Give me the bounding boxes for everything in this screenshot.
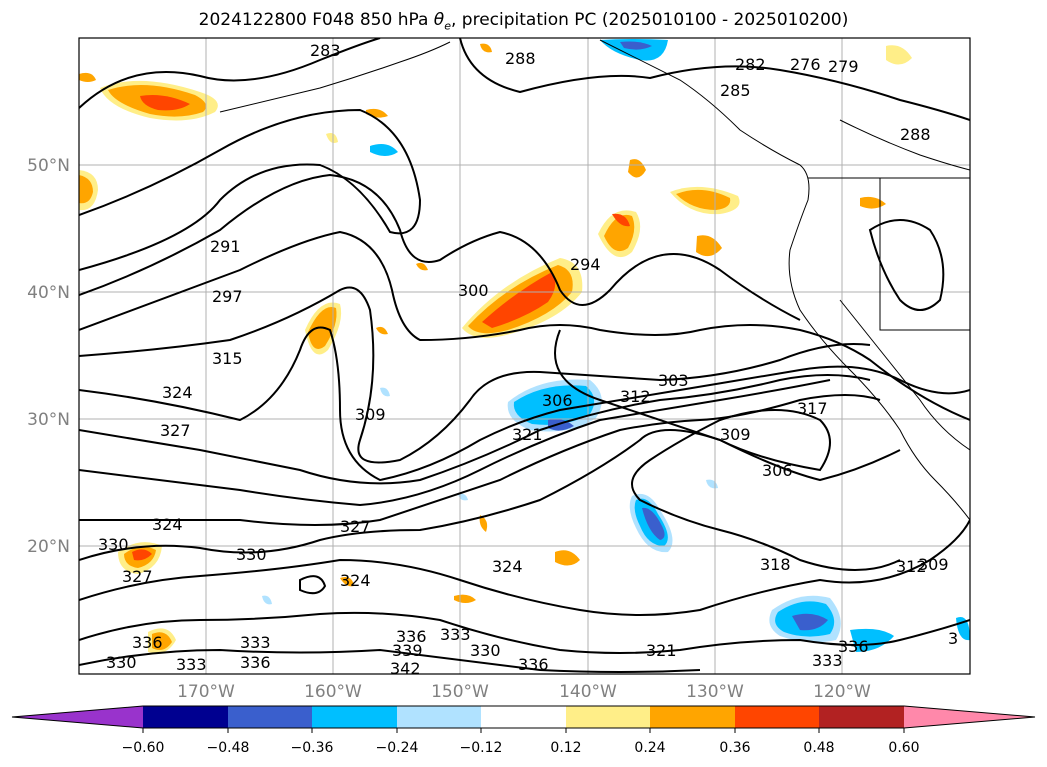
contour-label: 333 xyxy=(240,633,271,652)
contour-label: 324 xyxy=(340,571,371,590)
contour-label: 312 xyxy=(620,387,651,406)
colorbar-segment xyxy=(312,706,397,728)
contour-label: 285 xyxy=(720,81,751,100)
contour-label: 276 xyxy=(790,55,821,74)
contour-label: 336 xyxy=(838,637,869,656)
colorbar-tick-label: −0.36 xyxy=(291,740,334,756)
contour-label: 333 xyxy=(176,655,207,674)
contour-label: 306 xyxy=(762,461,793,480)
contour-label: 309 xyxy=(355,405,386,424)
precipitation-shading xyxy=(79,39,970,654)
colorbar-tick-label: −0.24 xyxy=(376,740,419,756)
lat-tick-label: 50°N xyxy=(27,156,70,176)
contour-label: 3 xyxy=(948,629,958,648)
colorbar-tick-label: 0.24 xyxy=(634,740,665,756)
lon-tick-label: 150°W xyxy=(431,682,489,702)
colorbar-segment xyxy=(735,706,819,728)
contour-label: 330 xyxy=(236,545,267,564)
contour-label: 291 xyxy=(210,237,241,256)
coastlines xyxy=(219,39,970,521)
contour-label: 317 xyxy=(797,399,828,418)
contour-label: 327 xyxy=(160,421,191,440)
contour-label: 309 xyxy=(720,425,751,444)
lat-tick-label: 30°N xyxy=(27,410,70,430)
colorbar-segment xyxy=(481,706,566,728)
map-frame xyxy=(78,37,971,675)
contour-label: 324 xyxy=(162,383,193,402)
colorbar-tick-label: −0.60 xyxy=(122,740,165,756)
contour-label: 294 xyxy=(570,255,601,274)
lon-tick-label: 130°W xyxy=(686,682,744,702)
contour-label: 342 xyxy=(390,659,421,678)
contour-label: 336 xyxy=(132,633,163,652)
contour-label: 300 xyxy=(458,281,489,300)
colorbar-tick-label: 0.12 xyxy=(550,740,581,756)
colorbar-segment xyxy=(650,706,735,728)
contour-label: 303 xyxy=(658,371,689,390)
colorbar-right-extension xyxy=(904,706,1035,728)
contour-label: 318 xyxy=(760,555,791,574)
contour-label: 324 xyxy=(152,515,183,534)
contour-label: 288 xyxy=(900,125,931,144)
contour-label: 327 xyxy=(122,567,153,586)
colorbar-tick-label: −0.12 xyxy=(460,740,503,756)
longitude-labels: 170°W 160°W 150°W 140°W 130°W 120°W xyxy=(177,682,871,702)
contour-label: 306 xyxy=(542,391,573,410)
contour-label: 336 xyxy=(396,627,427,646)
colorbar: −0.60 −0.48 −0.36 −0.24 −0.12 0.12 0.24 … xyxy=(11,705,1036,756)
contour-label: 330 xyxy=(106,653,137,672)
contour-label: 288 xyxy=(505,49,536,68)
contour-label: 330 xyxy=(98,535,129,554)
lat-tick-label: 40°N xyxy=(27,283,70,303)
contour-label: 282 xyxy=(735,55,766,74)
lon-tick-label: 140°W xyxy=(559,682,617,702)
map-background xyxy=(79,38,970,674)
colorbar-left-extension xyxy=(12,706,143,728)
contour-label: 279 xyxy=(828,57,859,76)
contour-label: 336 xyxy=(240,653,271,672)
colorbar-tick-label: 0.36 xyxy=(719,740,750,756)
latitude-labels: 50°N 40°N 30°N 20°N xyxy=(27,156,70,557)
theta-e-contours xyxy=(79,38,970,673)
colorbar-segment xyxy=(819,706,904,728)
map-title: 2024122800 F048 850 hPa θe, precipitatio… xyxy=(198,10,849,33)
colorbar-segment xyxy=(566,706,650,728)
contour-label: 321 xyxy=(646,641,677,660)
lon-tick-label: 160°W xyxy=(304,682,362,702)
contour-label: 309 xyxy=(918,555,949,574)
contour-label: 315 xyxy=(212,349,243,368)
lon-tick-label: 120°W xyxy=(813,682,871,702)
colorbar-tick-label: −0.48 xyxy=(207,740,250,756)
map-gridlines xyxy=(79,38,970,674)
contour-label: 330 xyxy=(470,641,501,660)
colorbar-segment xyxy=(143,706,228,728)
contour-labels: 283 288 282 276 279 285 288 291 300 294 … xyxy=(98,41,958,678)
colorbar-tick-label: 0.60 xyxy=(888,740,919,756)
contour-label: 327 xyxy=(340,517,371,536)
colorbar-segment xyxy=(228,706,312,728)
contour-label: 336 xyxy=(518,655,549,674)
lon-tick-label: 170°W xyxy=(177,682,235,702)
colorbar-tick-label: 0.48 xyxy=(803,740,834,756)
contour-label: 283 xyxy=(310,41,341,60)
contour-label: 324 xyxy=(492,557,523,576)
contour-label: 321 xyxy=(512,425,543,444)
contour-label: 312 xyxy=(896,557,927,576)
colorbar-segment xyxy=(397,706,481,728)
lat-tick-label: 20°N xyxy=(27,537,70,557)
contour-label: 339 xyxy=(392,641,423,660)
contour-label: 297 xyxy=(212,287,243,306)
contour-label: 333 xyxy=(440,625,471,644)
contour-label: 333 xyxy=(812,651,843,670)
